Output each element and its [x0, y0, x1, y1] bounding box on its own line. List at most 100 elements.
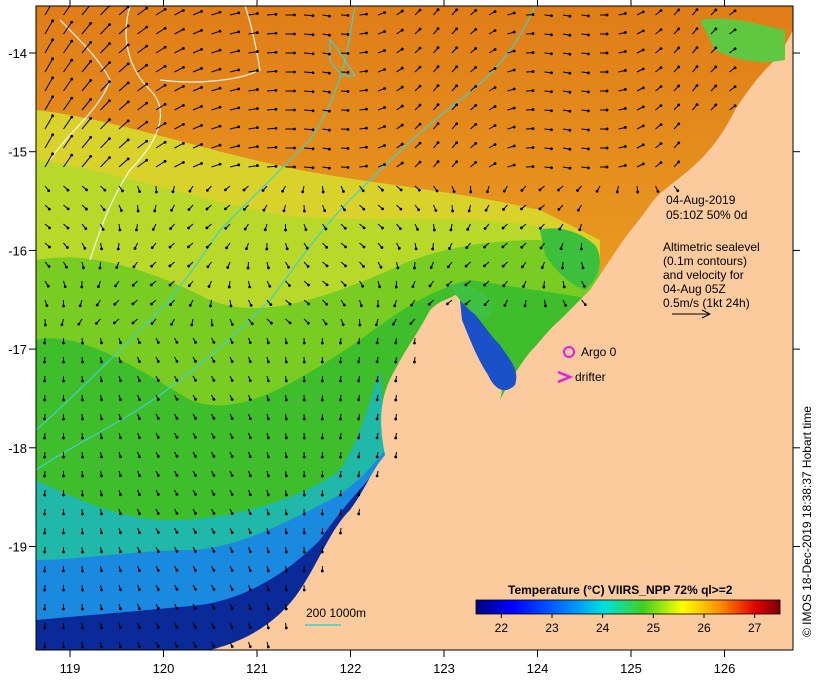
- velocity-arrow-head: [145, 6, 149, 10]
- velocity-arrow-head: [474, 65, 478, 69]
- velocity-arrow-head: [281, 189, 285, 193]
- velocity-arrow-head: [194, 587, 197, 591]
- velocity-arrow-head: [659, 66, 663, 70]
- velocity-arrow-head: [119, 550, 122, 554]
- velocity-arrow-head: [131, 283, 135, 287]
- velocity-arrow-head: [255, 50, 259, 53]
- velocity-arrow-head: [714, 27, 718, 31]
- velocity-arrow-head: [181, 65, 185, 69]
- velocity-arrow-head: [677, 122, 681, 126]
- velocity-arrow-head: [466, 227, 470, 231]
- velocity-arrow-head: [43, 436, 46, 440]
- velocity-arrow-head: [115, 266, 119, 269]
- velocity-arrow-head: [163, 159, 167, 163]
- velocity-arrow: [63, 21, 73, 35]
- velocity-arrow-head: [108, 99, 111, 103]
- velocity-arrow: [248, 70, 258, 73]
- velocity-arrow-head: [269, 321, 273, 325]
- velocity-arrow-head: [339, 436, 342, 440]
- velocity-arrow-head: [108, 118, 111, 122]
- velocity-arrow-head: [62, 512, 65, 516]
- velocity-arrow-head: [365, 31, 368, 35]
- velocity-arrow-head: [218, 86, 222, 90]
- colorbar-tick-label: 26: [697, 621, 711, 635]
- velocity-arrow: [100, 157, 110, 168]
- velocity-arrow-head: [493, 29, 497, 32]
- velocity-arrow-head: [512, 49, 516, 53]
- velocity-arrow-head: [119, 531, 122, 535]
- velocity-arrow-head: [394, 398, 398, 402]
- velocity-arrow-head: [427, 302, 431, 306]
- velocity-arrow: [100, 62, 110, 73]
- velocity-arrow-head: [97, 285, 100, 289]
- velocity-arrow-head: [394, 379, 398, 383]
- velocity-arrow-head: [212, 416, 216, 420]
- velocity-arrow-head: [418, 103, 422, 107]
- velocity-arrow-head: [641, 143, 645, 147]
- bathymetry-contours: [36, 6, 536, 471]
- velocity-arrow: [118, 120, 129, 130]
- velocity-arrow-head: [119, 645, 122, 649]
- velocity-arrow-head: [131, 302, 135, 306]
- velocity-arrow-head: [274, 88, 278, 92]
- argo-marker-icon: [563, 346, 575, 358]
- velocity-arrow-head: [194, 378, 197, 382]
- velocity-arrow: [248, 127, 258, 130]
- velocity-arrow-head: [89, 59, 93, 63]
- velocity-arrow-head: [170, 208, 173, 212]
- velocity-arrow-head: [493, 86, 497, 89]
- velocity-arrow-head: [501, 264, 505, 268]
- velocity-arrow-head: [181, 122, 185, 126]
- velocity-arrow-head: [218, 143, 222, 147]
- velocity-arrow: [44, 96, 54, 111]
- velocity-arrow-head: [733, 85, 737, 89]
- velocity-arrow-head: [659, 47, 663, 51]
- velocity-arrow-head: [230, 645, 234, 648]
- velocity-arrow-head: [62, 398, 65, 402]
- velocity-arrow-head: [175, 435, 179, 439]
- velocity-arrow-head: [212, 625, 216, 629]
- velocity-arrow-head: [531, 108, 535, 111]
- velocity-arrow-head: [284, 455, 288, 459]
- velocity-arrow-head: [255, 107, 259, 110]
- velocity-arrow-head: [81, 379, 84, 383]
- velocity-arrow: [137, 7, 147, 16]
- velocity-arrow-head: [212, 568, 216, 572]
- velocity-arrow-head: [200, 85, 203, 89]
- velocity-arrow-head: [230, 531, 234, 534]
- velocity-arrow-head: [474, 46, 478, 50]
- velocity-arrow-head: [357, 474, 361, 478]
- velocity-arrow-head: [568, 90, 572, 94]
- velocity-arrow-head: [43, 512, 46, 516]
- velocity-arrow-head: [486, 190, 489, 194]
- map-frame: [35, 5, 794, 651]
- velocity-arrow-head: [81, 550, 84, 554]
- velocity-arrow: [174, 142, 184, 149]
- velocity-arrow-head: [212, 359, 216, 363]
- velocity-arrow: [174, 85, 184, 92]
- velocity-arrow-head: [156, 512, 160, 515]
- velocity-arrow-head: [145, 25, 149, 29]
- velocity-arrow: [303, 52, 314, 55]
- velocity-arrow-head: [677, 65, 681, 69]
- velocity-arrow-head: [288, 321, 292, 325]
- velocity-arrow-head: [200, 9, 203, 13]
- velocity-arrow-head: [255, 12, 259, 15]
- velocity-arrow-head: [43, 474, 46, 478]
- velocity-arrow-head: [175, 606, 179, 610]
- velocity-arrow-head: [81, 417, 84, 421]
- velocity-arrow-head: [66, 226, 70, 230]
- velocity-arrow: [211, 87, 221, 92]
- velocity-arrow-head: [100, 474, 103, 478]
- velocity-arrow-head: [168, 245, 172, 249]
- velocity-arrow: [81, 80, 92, 92]
- velocity-arrow-head: [121, 189, 124, 193]
- velocity-arrow-head: [383, 30, 386, 33]
- velocity-arrow: [266, 108, 277, 111]
- velocity-arrow-head: [266, 512, 270, 516]
- velocity-arrow-head: [154, 190, 158, 194]
- velocity-arrow: [229, 164, 239, 168]
- velocity-arrow-head: [100, 626, 103, 630]
- velocity-arrow-head: [605, 70, 609, 74]
- velocity-arrow-head: [268, 284, 272, 288]
